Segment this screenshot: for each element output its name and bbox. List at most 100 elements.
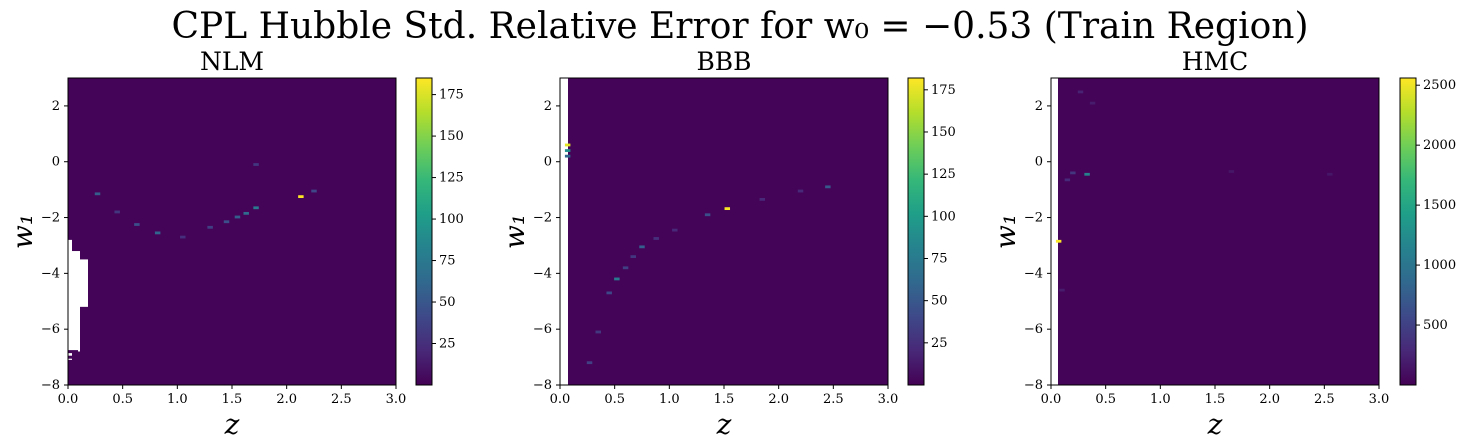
heatmap-cell (797, 189, 804, 193)
heatmap-cell (639, 245, 645, 249)
heatmap-cell (180, 235, 186, 239)
colorbar (1399, 77, 1417, 386)
heatmap-cell (825, 185, 831, 189)
colorbar-tick-label: 1500 (1423, 198, 1456, 213)
colorbar-tick-label: 1000 (1423, 258, 1456, 273)
heatmap-cell (606, 291, 612, 295)
panel-title: NLM (200, 47, 264, 76)
heatmap-cell (207, 225, 213, 229)
y-tick-label: −6 (1024, 322, 1043, 337)
x-tick-label: 2.0 (1259, 392, 1280, 407)
missing-region (1051, 78, 1058, 385)
colorbar-tick-label: 125 (931, 167, 956, 182)
heatmap-cell (1089, 101, 1096, 105)
heatmap-cell (243, 211, 249, 215)
heatmap-cell (253, 163, 259, 166)
x-tick-label: 2.5 (1314, 392, 1335, 407)
y-tick-label: −2 (1024, 211, 1043, 226)
y-tick-label: −6 (533, 322, 552, 337)
x-tick-label: 0.0 (58, 392, 79, 407)
y-tick-label: −8 (41, 378, 60, 393)
y-tick-label: −4 (41, 266, 60, 281)
heatmap-cell (1327, 172, 1333, 176)
heatmap-cell (223, 220, 230, 224)
heatmap-cell (234, 215, 241, 219)
heatmap-cell (1070, 171, 1076, 175)
x-tick-label: 3.0 (878, 392, 899, 407)
colorbar-tick-label: 2500 (1423, 78, 1456, 93)
heatmap-cell (704, 213, 711, 217)
heatmap-cell (564, 149, 571, 152)
colorbar-tick-label: 75 (931, 251, 948, 266)
y-tick-label: −8 (533, 378, 552, 393)
heatmap-cell (253, 206, 259, 210)
x-tick-label: 0.0 (1041, 392, 1062, 407)
y-tick-label: −2 (41, 211, 60, 226)
heatmap-cell (134, 223, 140, 226)
heatmap-cell (1059, 288, 1065, 292)
colorbar-tick-label: 100 (931, 209, 956, 224)
heatmap-cell (94, 192, 101, 196)
figure-title: CPL Hubble Std. Relative Error for w₀ = … (171, 6, 1308, 47)
colorbar-tick-label: 175 (931, 83, 956, 98)
heatmap-cell (1055, 239, 1062, 243)
heatmap-cell (724, 207, 731, 211)
panel-hmc: HMC 0.0 0.5 1.0 1.5 2.0 2.5 3.0 −8 −6 −4 −2 0 2 z w₁ 500… (989, 47, 1456, 441)
x-tick-label: 2.0 (276, 392, 297, 407)
x-tick-label: 3.0 (386, 392, 407, 407)
y-tick-label: −4 (533, 266, 552, 281)
heatmap-cell (1064, 178, 1071, 182)
colorbar-tick-label: 25 (439, 337, 456, 352)
y-tick-label: −2 (533, 211, 552, 226)
y-axis-label: w₁ (989, 214, 1022, 249)
heatmap-cell (114, 210, 120, 214)
x-tick-label: 2.0 (768, 392, 789, 407)
x-tick-label: 2.5 (331, 392, 352, 407)
heatmap-background (1051, 78, 1379, 385)
heatmap-cell (614, 277, 620, 281)
heatmap-background (68, 78, 396, 385)
heatmap-cell (622, 266, 629, 270)
x-tick-label: 0.5 (112, 392, 133, 407)
panel-title: HMC (1182, 47, 1249, 76)
missing-region-gap (68, 355, 78, 359)
heatmap-cell (298, 195, 304, 199)
colorbar-tick-label: 150 (439, 129, 464, 144)
heatmap-cell (653, 237, 659, 240)
colorbar-tick-label: 50 (439, 295, 456, 310)
y-tick-label: 0 (52, 155, 60, 170)
colorbar-tick-label: 25 (931, 336, 948, 351)
y-tick-label: 2 (1035, 99, 1043, 114)
x-tick-label: 3.0 (1369, 392, 1390, 407)
x-tick-label: 0.5 (1095, 392, 1116, 407)
heatmap-cell (564, 154, 571, 158)
y-axis-label: w₁ (498, 214, 531, 249)
colorbar-tick-label: 175 (439, 88, 464, 103)
y-tick-label: −6 (41, 322, 60, 337)
panel-bbb: BBB 0.0 0.5 1.0 1.5 2.0 2.5 3.0 −8 −6 −4 −2 0 2 z w₁ 25 5… (498, 47, 956, 441)
heatmap-cell (311, 189, 317, 193)
y-tick-label: −8 (1024, 378, 1043, 393)
colorbar-tick-label: 100 (439, 212, 464, 227)
x-tick-label: 0.0 (550, 392, 571, 407)
heatmap-cell (1084, 172, 1090, 176)
heatmap-cell (595, 330, 601, 334)
y-tick-label: 2 (544, 99, 552, 114)
missing-region (560, 78, 568, 385)
x-tick-label: 1.0 (1150, 392, 1171, 407)
colorbar (907, 77, 925, 386)
x-tick-label: 2.5 (823, 392, 844, 407)
y-axis-label: w₁ (6, 214, 39, 249)
heatmap-cell (759, 198, 765, 201)
x-tick-label: 1.0 (659, 392, 680, 407)
x-tick-label: 1.5 (222, 392, 243, 407)
x-tick-label: 0.5 (604, 392, 625, 407)
colorbar (415, 77, 433, 386)
heatmap-cell (1228, 170, 1235, 173)
missing-region (68, 259, 88, 307)
colorbar-tick-label: 2000 (1423, 138, 1456, 153)
colorbar-tick-label: 50 (931, 294, 948, 309)
heatmap-cell (586, 361, 593, 365)
colorbar-tick-label: 500 (1423, 318, 1448, 333)
